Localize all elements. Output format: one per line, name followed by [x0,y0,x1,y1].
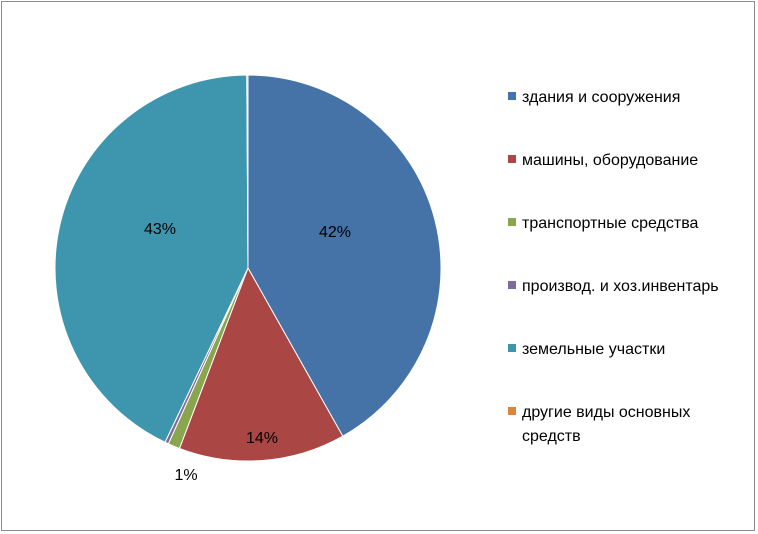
pie-slice [247,74,442,437]
slice-data-label: 1% [174,467,197,484]
legend-swatch [508,407,516,415]
pie-slice [178,266,344,462]
legend-label: здания и сооружения [522,89,681,106]
legend-label: транспортные средства [522,215,699,232]
legend-swatch [508,155,516,163]
legend-label: другие виды основных средств [522,404,691,445]
slice-data-label: 14% [246,430,278,447]
pie-slice [246,74,249,269]
slice-data-label: 42% [319,224,351,241]
legend-swatch [508,218,516,226]
legend-label: машины, оборудование [522,152,699,169]
legend-label: производ. и хоз.инвентарь [522,278,719,295]
slice-data-label: 43% [144,221,176,238]
pie-slice [54,74,249,443]
legend-swatch [508,281,516,289]
legend-swatch [508,344,516,352]
legend-swatch [508,92,516,100]
legend-label: земельные участки [522,341,666,358]
